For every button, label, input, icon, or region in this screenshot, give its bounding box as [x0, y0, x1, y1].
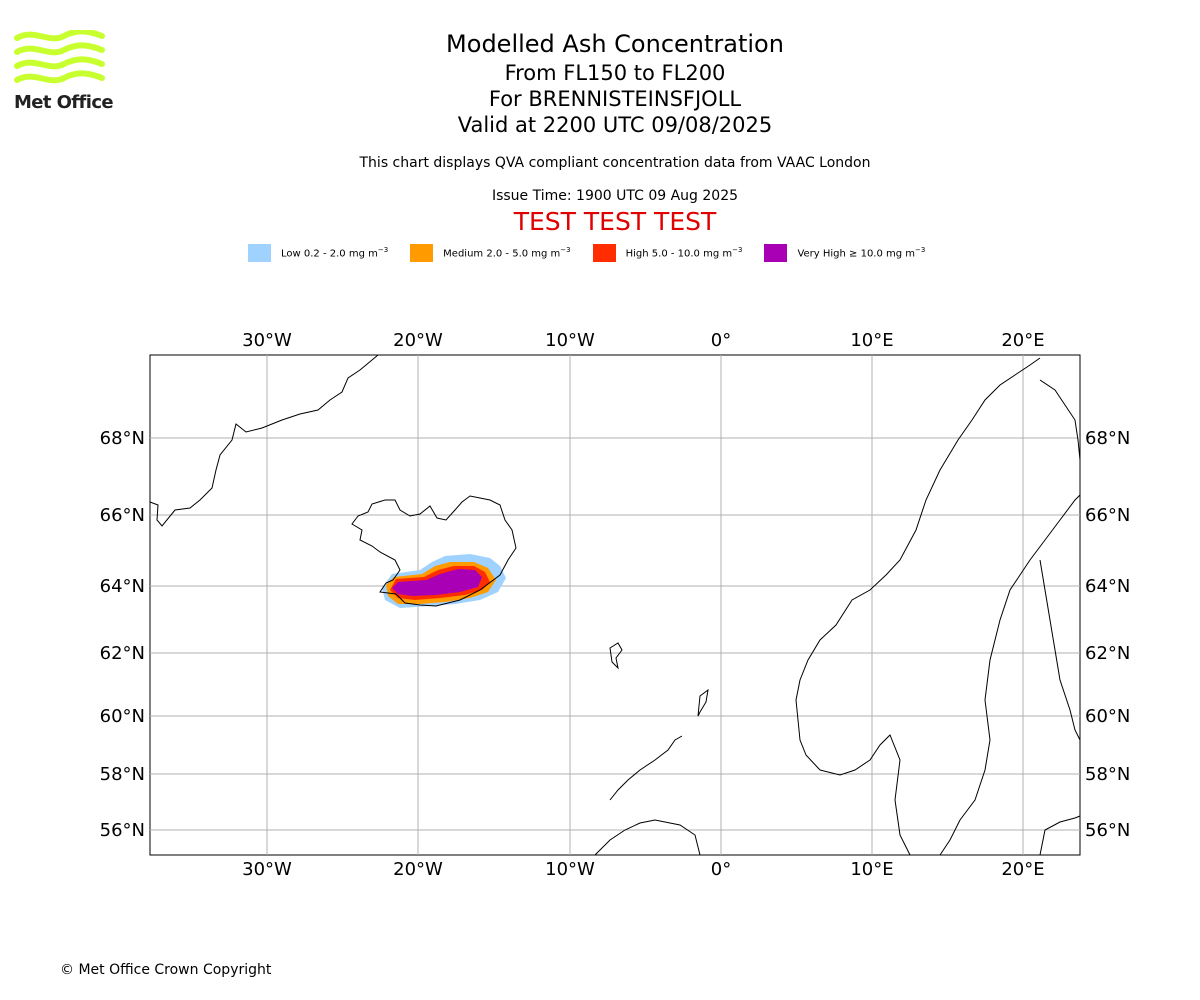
- legend: Low 0.2 - 2.0 mg m−3 Medium 2.0 - 5.0 mg…: [248, 244, 947, 262]
- lat-label-left: 56°N: [100, 820, 145, 841]
- valid-time: Valid at 2200 UTC 09/08/2025: [457, 113, 773, 137]
- lon-label-top: 10°E: [850, 330, 893, 351]
- coast-faroe: [609, 642, 623, 670]
- coast-norway-north: [1039, 379, 1081, 461]
- coast-scotland-west: [609, 735, 683, 801]
- level-range: From FL150 to FL200: [504, 61, 726, 85]
- legend-label-high: High 5.0 - 10.0 mg m−3: [625, 246, 743, 260]
- lon-label-bottom: 10°E: [850, 859, 893, 880]
- lon-label-top: 0°: [711, 330, 731, 351]
- coast-sweden: [939, 494, 1081, 856]
- legend-label-medium: Medium 2.0 - 5.0 mg m−3: [443, 246, 571, 260]
- legend-label-low: Low 0.2 - 2.0 mg m−3: [281, 246, 389, 260]
- lat-label-right: 58°N: [1085, 764, 1130, 785]
- coast-gulf-bothnia: [1039, 559, 1081, 741]
- lat-label-right: 66°N: [1085, 505, 1130, 526]
- graticule: [150, 355, 1080, 855]
- lat-label-left: 68°N: [100, 428, 145, 449]
- lon-label-top: 30°W: [242, 330, 292, 351]
- issue-time: Issue Time: 1900 UTC 09 Aug 2025: [491, 188, 739, 204]
- logo-text: Met Office: [14, 92, 114, 113]
- lat-label-right: 68°N: [1085, 428, 1130, 449]
- legend-item-high: High 5.0 - 10.0 mg m−3: [592, 244, 743, 262]
- ash-zone-very-high: [392, 569, 482, 596]
- legend-swatch-medium: [410, 244, 434, 262]
- coast-norway-south: [819, 734, 911, 856]
- lon-label-bottom: 10°W: [545, 859, 595, 880]
- coast-greenland: [149, 354, 379, 527]
- legend-item-very-high: Very High ≥ 10.0 mg m−3: [764, 244, 925, 262]
- coast-shetland: [697, 688, 709, 717]
- legend-item-medium: Medium 2.0 - 5.0 mg m−3: [410, 244, 571, 262]
- lon-label-top: 10°W: [545, 330, 595, 351]
- lat-label-right: 60°N: [1085, 706, 1130, 727]
- coast-norway-west: [795, 357, 1041, 771]
- lon-label-bottom: 20°E: [1001, 859, 1044, 880]
- met-office-waves-icon: [14, 28, 105, 84]
- lon-label-bottom: 20°W: [393, 859, 443, 880]
- lat-label-left: 66°N: [100, 505, 145, 526]
- lon-label-top: 20°E: [1001, 330, 1044, 351]
- lat-label-right: 64°N: [1085, 576, 1130, 597]
- volcano-name: For BRENNISTEINSFJOLL: [488, 87, 742, 111]
- legend-label-very-high: Very High ≥ 10.0 mg m−3: [797, 246, 926, 260]
- lat-label-left: 64°N: [100, 576, 145, 597]
- legend-swatch-very-high: [764, 244, 788, 262]
- coast-iceland: [351, 495, 517, 607]
- lat-label-right: 56°N: [1085, 820, 1130, 841]
- test-banner: TEST TEST TEST: [513, 207, 717, 236]
- coast-scotland: [594, 819, 701, 856]
- lon-label-bottom: 30°W: [242, 859, 292, 880]
- chart-title: Modelled Ash Concentration: [446, 30, 784, 58]
- chart-description: This chart displays QVA compliant concen…: [359, 155, 871, 171]
- lat-label-left: 62°N: [100, 643, 145, 664]
- lon-label-bottom: 0°: [711, 859, 731, 880]
- map-frame: [149, 354, 1081, 856]
- met-office-logo: Met Office: [14, 28, 114, 113]
- legend-item-low: Low 0.2 - 2.0 mg m−3: [248, 244, 388, 262]
- legend-swatch-high: [592, 244, 616, 262]
- lat-label-right: 62°N: [1085, 643, 1130, 664]
- legend-swatch-low: [248, 244, 271, 262]
- lat-label-left: 58°N: [100, 764, 145, 785]
- copyright: © Met Office Crown Copyright: [60, 962, 272, 978]
- lat-label-left: 60°N: [100, 706, 145, 727]
- coastlines: [149, 354, 1081, 856]
- axis-labels: 30°W 20°W 10°W 0° 10°E 20°E 30°W 20°W 10…: [100, 330, 1131, 880]
- ash-plume: [382, 554, 506, 608]
- title-block: Modelled Ash Concentration From FL150 to…: [315, 28, 915, 237]
- coast-denmark: [1039, 815, 1081, 856]
- lon-label-top: 20°W: [393, 330, 443, 351]
